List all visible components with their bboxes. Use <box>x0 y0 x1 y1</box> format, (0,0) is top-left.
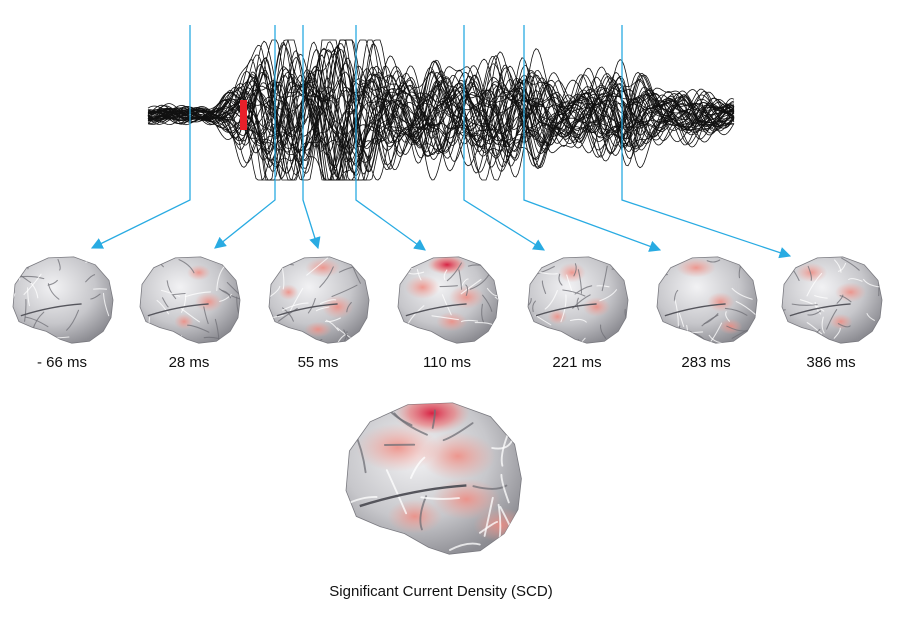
time-label: 221 ms <box>552 354 601 371</box>
connector-arrow <box>90 25 191 249</box>
brain-map-2 <box>268 256 370 344</box>
stimulus-onset-marker <box>240 100 247 130</box>
eeg-trace <box>147 71 735 161</box>
eeg-trace <box>147 43 735 175</box>
eeg-butterfly-plot <box>147 39 735 181</box>
connector-arrow <box>355 25 426 251</box>
brain-map-3 <box>397 256 499 344</box>
time-label: 28 ms <box>169 354 210 371</box>
brain-map-scd <box>345 402 522 555</box>
connector-arrow <box>214 25 276 249</box>
time-label: 110 ms <box>423 354 471 371</box>
brain-map-1 <box>139 256 241 344</box>
connector-arrow <box>463 25 545 251</box>
brain-map-6 <box>781 256 883 344</box>
time-label: - 66 ms <box>37 354 87 371</box>
time-label: 386 ms <box>806 354 855 371</box>
eeg-trace <box>147 73 735 174</box>
time-label: 55 ms <box>298 354 339 371</box>
brain-maps-row <box>12 256 883 344</box>
time-label: 283 ms <box>681 354 730 371</box>
brain-map-4 <box>527 256 629 344</box>
scd-brain-map <box>345 402 522 555</box>
connector-arrow <box>621 25 792 259</box>
eeg-trace <box>147 41 735 181</box>
connector-arrow <box>523 25 662 252</box>
connector-arrow <box>302 25 321 250</box>
time-labels-row: - 66 ms 28 ms 55 ms 110 ms 221 ms 283 ms… <box>37 354 856 371</box>
time-point-connectors <box>90 25 792 259</box>
brain-map-0 <box>12 256 114 344</box>
eeg-trace <box>147 62 735 169</box>
eeg-trace <box>147 54 735 181</box>
figure-caption: Significant Current Density (SCD) <box>329 583 552 600</box>
brain-map-5 <box>656 256 758 344</box>
